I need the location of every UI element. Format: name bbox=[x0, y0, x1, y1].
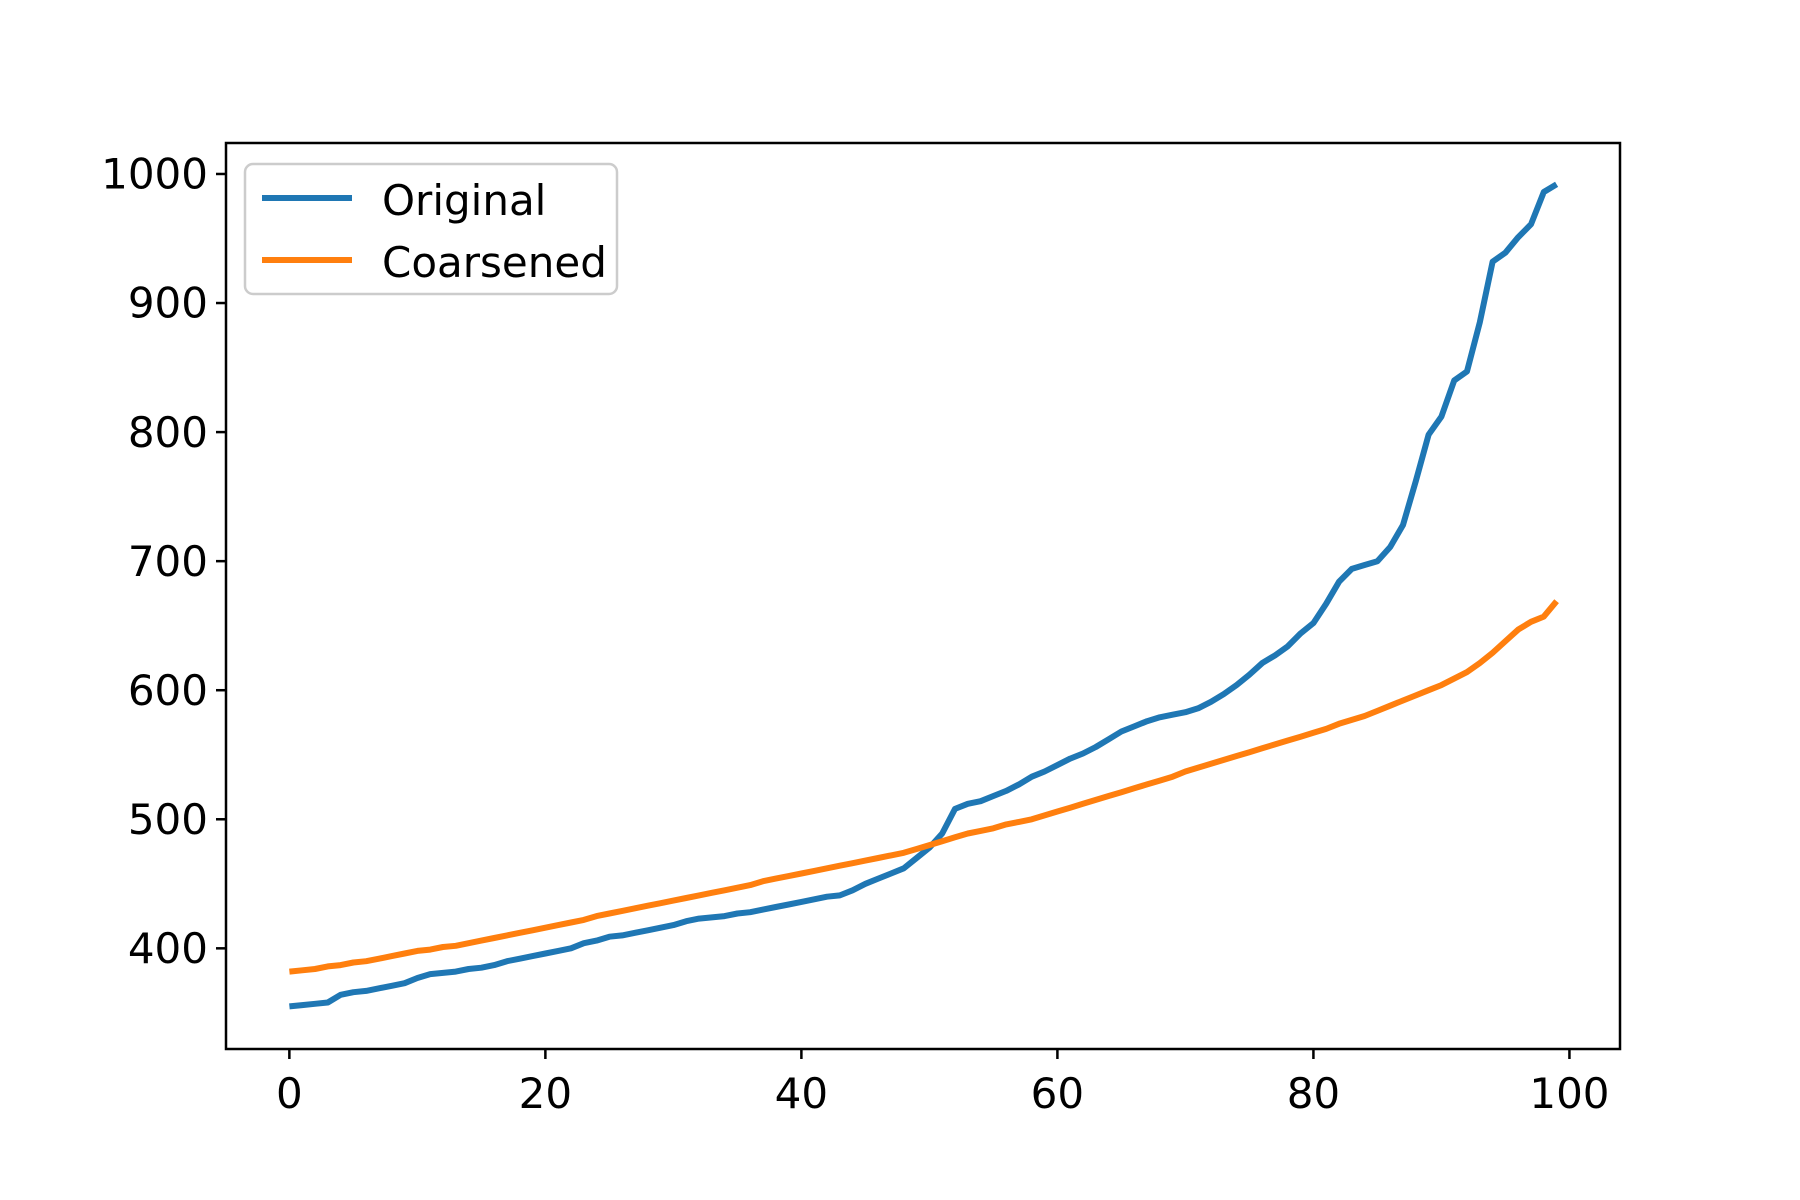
series-line-original bbox=[289, 181, 1559, 1010]
x-tick-label: 100 bbox=[1529, 1069, 1609, 1118]
y-tick-label: 700 bbox=[128, 537, 208, 586]
y-tick-label: 800 bbox=[128, 408, 208, 457]
x-tick-label: 40 bbox=[775, 1069, 828, 1118]
y-tick-label: 900 bbox=[128, 279, 208, 328]
y-tick-label: 600 bbox=[128, 666, 208, 715]
x-tick-label: 80 bbox=[1287, 1069, 1340, 1118]
y-tick-label: 500 bbox=[128, 795, 208, 844]
series-line-coarsened bbox=[289, 599, 1559, 975]
y-tick-label: 400 bbox=[128, 924, 208, 973]
x-tick-label: 0 bbox=[276, 1069, 303, 1118]
y-tick-label: 1000 bbox=[101, 150, 208, 199]
x-tick-label: 20 bbox=[519, 1069, 572, 1118]
legend-label-coarsened: Coarsened bbox=[382, 238, 607, 287]
x-tick-label: 60 bbox=[1031, 1069, 1084, 1118]
legend-label-original: Original bbox=[382, 176, 546, 225]
plot-spines bbox=[224, 141, 1622, 1051]
